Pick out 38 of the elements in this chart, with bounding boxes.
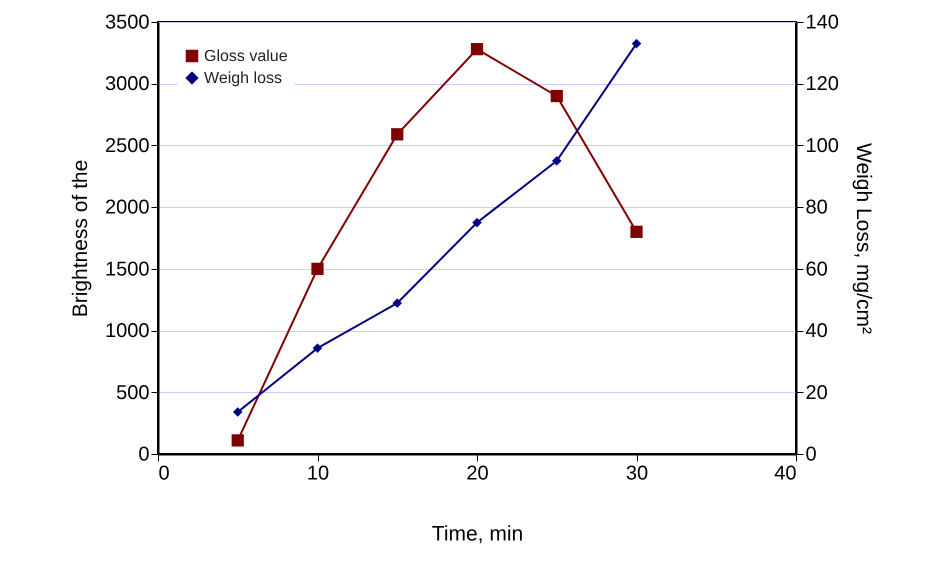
point bbox=[470, 43, 484, 56]
y2-tick-label: 60 bbox=[806, 258, 828, 280]
point bbox=[550, 90, 563, 102]
y-tick-label: 3500 bbox=[105, 12, 150, 34]
point bbox=[392, 298, 402, 308]
y2-tick-label: 0 bbox=[806, 444, 817, 466]
point bbox=[312, 343, 322, 353]
point bbox=[391, 128, 404, 140]
y2-tick-label: 40 bbox=[806, 320, 828, 342]
y-tick-label: 3000 bbox=[105, 73, 150, 96]
x-tick-label: 20 bbox=[466, 462, 489, 484]
point bbox=[233, 407, 242, 417]
point bbox=[472, 218, 482, 228]
x-tick-label: 0 bbox=[158, 462, 170, 484]
point bbox=[552, 156, 562, 166]
y2-axis-title: Weigh Loss, mg/cm² bbox=[852, 143, 875, 334]
x-tick-label: 30 bbox=[626, 462, 648, 484]
y2-tick-label: 20 bbox=[806, 382, 828, 404]
y2-tick-label: 140 bbox=[806, 12, 839, 34]
y-axis-title: Brightness of the bbox=[69, 160, 92, 318]
x-tick-label: 10 bbox=[306, 462, 330, 484]
point bbox=[232, 434, 244, 447]
y2-tick-label: 120 bbox=[806, 73, 839, 96]
y-tick-label: 500 bbox=[116, 382, 150, 404]
y-tick-label: 2000 bbox=[105, 196, 150, 219]
point bbox=[630, 226, 643, 238]
y-tick-label: 1000 bbox=[105, 320, 150, 342]
x-axis-title: Time, min bbox=[432, 522, 524, 546]
legend-label: Gloss value bbox=[204, 48, 288, 65]
x-tick-label: 40 bbox=[774, 462, 796, 484]
y-tick-label: 1500 bbox=[105, 258, 150, 280]
point bbox=[632, 38, 642, 48]
point bbox=[311, 262, 324, 275]
y2-tick-label: 100 bbox=[806, 134, 839, 157]
legend-label: Weigh loss bbox=[204, 70, 282, 87]
y-tick-label: 2500 bbox=[105, 134, 150, 157]
y2-tick-label: 80 bbox=[806, 196, 828, 219]
y-tick-label: 0 bbox=[138, 444, 150, 466]
